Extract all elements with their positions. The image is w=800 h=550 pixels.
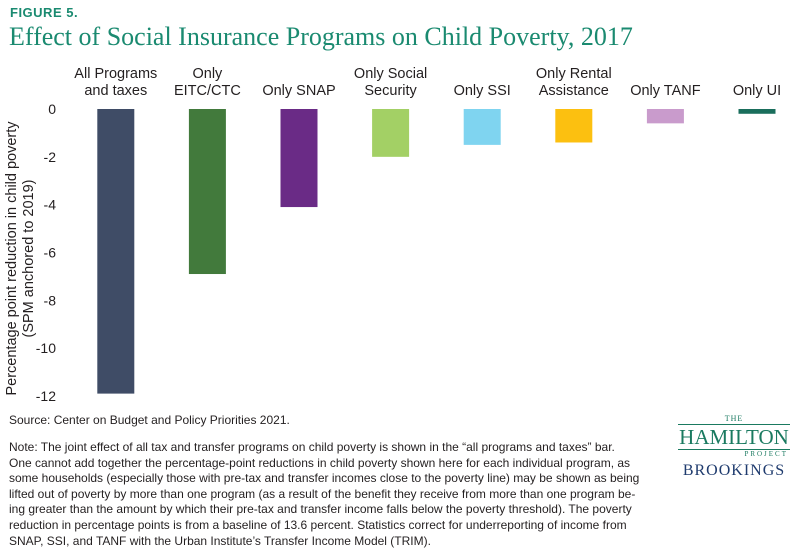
logo-the: THE — [724, 414, 744, 423]
footnote-line: ing greater than the amount by which the… — [9, 502, 632, 517]
y-axis-title: Percentage point reduction in child pove… — [4, 121, 37, 396]
chart-title: Effect of Social Insurance Programs on C… — [9, 22, 633, 51]
category-label: Security — [364, 83, 417, 99]
bar-chart: 0 -2 -4 -6 -8 -10 -12 Percentage point reductio… — [4, 66, 781, 404]
bar — [280, 109, 318, 208]
bar — [463, 109, 501, 145]
footnote-line: some households (especially those with p… — [9, 471, 640, 486]
y-tick-label: -4 — [44, 197, 57, 213]
y-tick-label: -2 — [44, 149, 57, 165]
bar — [188, 109, 226, 275]
category-label: Only Rental — [536, 66, 612, 82]
category-label: Only — [192, 66, 223, 82]
y-axis-title-line: Percentage point reduction in child pove… — [4, 121, 20, 396]
footnote-line: lifted out of poverty by more than one p… — [9, 486, 636, 501]
bar — [646, 109, 684, 124]
category-label: All Programs — [74, 66, 157, 82]
y-tick-label: -6 — [44, 245, 57, 261]
y-tick-label: 0 — [48, 101, 56, 117]
bar — [372, 109, 410, 157]
category-label: Only Social — [354, 66, 427, 82]
brookings-logo: BROOKINGS — [682, 462, 786, 479]
footnote-line: Note: The joint effect of all tax and tr… — [9, 440, 615, 454]
category-label: Only UI — [733, 83, 781, 99]
figure-label: FIGURE 5. — [10, 5, 79, 20]
category-label: Only TANF — [630, 83, 701, 99]
hamilton-project-logo: THE HAMILTON PROJECT BROOKINGS — [676, 414, 792, 480]
bar — [738, 109, 776, 114]
y-tick-label: -10 — [36, 340, 56, 356]
category-label: EITC/CTC — [174, 83, 241, 99]
y-tick-label: -8 — [44, 292, 57, 308]
footnote-line: SNAP, SSI, and TANF with the Urban Insti… — [9, 533, 431, 548]
footnote-line: One cannot add together the percentage-p… — [9, 455, 631, 470]
bar — [97, 109, 135, 394]
category-label: Only SNAP — [262, 83, 335, 99]
footnote-line: reduction in percentage points is from a… — [9, 517, 627, 532]
y-axis-title-line: (SPM anchored to 2019) — [21, 180, 37, 338]
category-label: Assistance — [539, 83, 609, 99]
category-label: and taxes — [84, 83, 147, 99]
bar — [555, 109, 593, 143]
category-label: Only SSI — [454, 83, 511, 99]
y-tick-label: -12 — [36, 388, 56, 404]
source-note: Source: Center on Budget and Policy Prio… — [9, 413, 290, 427]
logo-project: PROJECT — [744, 450, 788, 458]
footnote: Note: The joint effect of all tax and tr… — [9, 440, 674, 549]
logo-name: HAMILTON — [678, 424, 790, 450]
